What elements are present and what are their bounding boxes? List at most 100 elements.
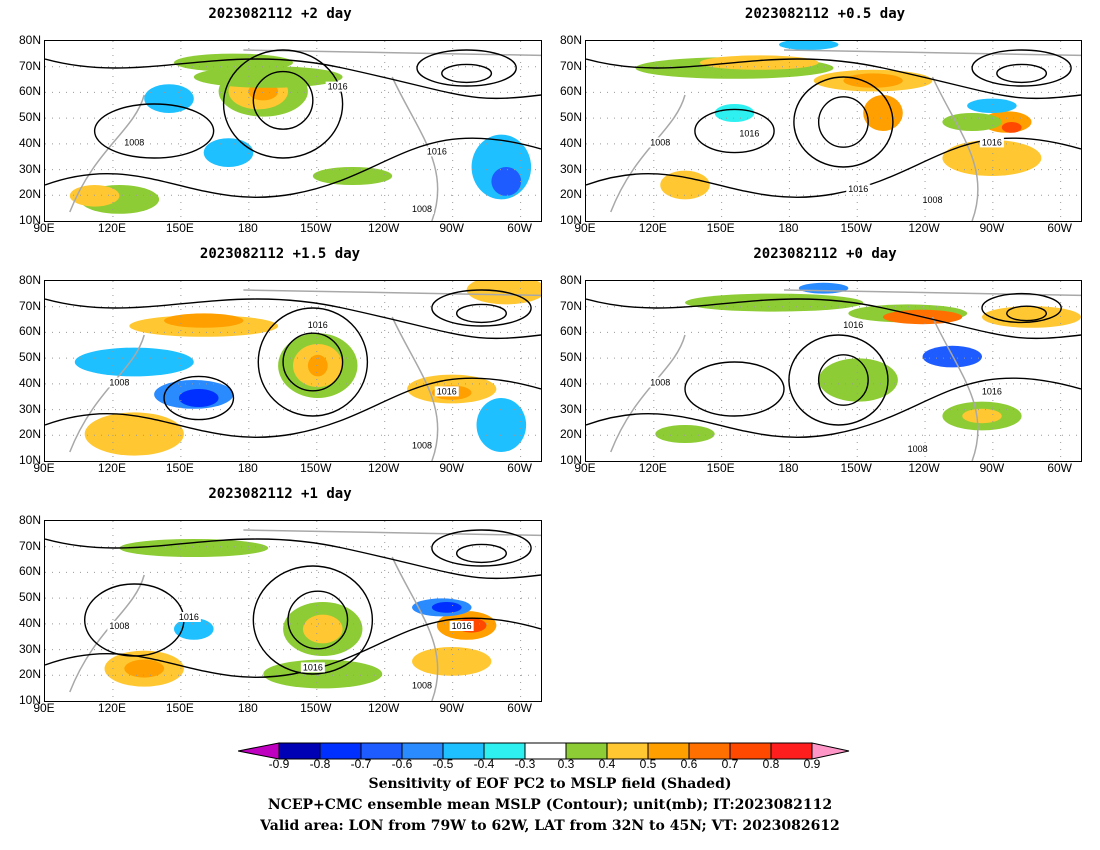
caption-line-2: NCEP+CMC ensemble mean MSLP (Contour); u… [267, 797, 833, 813]
contour-label: 1016 [427, 146, 447, 156]
latitude-label: 80N [18, 513, 41, 527]
longitude-label: 60W [507, 701, 532, 715]
mslp-contour [416, 49, 517, 87]
mslp-contour [996, 63, 1048, 84]
contour-label-bg [107, 621, 132, 631]
longitude-label: 150E [706, 221, 735, 235]
map-canvas: 1008 1016 1016 1008 [45, 41, 541, 221]
latitude-label: 40N [18, 135, 41, 150]
sensitivity-shading [74, 347, 194, 377]
panel-plus-1-5-day: 2023082112 +1.5 day [0, 240, 545, 485]
contour-label: 1008 [412, 440, 432, 450]
mslp-contour [163, 375, 235, 421]
contour-label-bg [434, 386, 459, 397]
contour-label: 1016 [328, 82, 348, 92]
longitude-label: 90E [33, 701, 55, 715]
sensitivity-shading [466, 281, 541, 305]
sensitivity-shading [1001, 122, 1022, 133]
mslp-contour [45, 538, 541, 580]
sensitivity-shading [491, 167, 522, 196]
map-plot-p2: 1008 1016 1016 1008 [44, 40, 542, 222]
longitude-label: 150E [165, 221, 194, 235]
latitude-label: 10N [559, 453, 582, 467]
colorbar-arrow-right [811, 742, 850, 760]
latitude-label: 10N [18, 213, 41, 227]
mslp-contour [684, 361, 785, 417]
longitude-label: 60W [507, 461, 532, 475]
latitude-label: 30N [18, 161, 41, 176]
sensitivity-shading [119, 539, 269, 557]
sensitivity-shading [818, 358, 898, 402]
latitude-label: 50N [18, 590, 41, 605]
mslp-contour [45, 377, 541, 438]
contour-label: 1016 [739, 128, 759, 138]
colorbar-tick-label: -0.8 [309, 757, 331, 771]
colorbar-tick-label: -0.7 [350, 757, 372, 771]
contour-label: 1016 [982, 386, 1002, 396]
sensitivity-shading [193, 66, 343, 88]
sensitivity-shading [655, 425, 715, 443]
latitude-label: 60N [559, 324, 582, 339]
contour-label: 1016 [843, 320, 863, 330]
mslp-contour [793, 76, 894, 168]
panel-plus-0-5-day: 2023082112 +0.5 day [545, 0, 1090, 245]
mslp-contour [1006, 305, 1048, 322]
latitude-label: 10N [559, 213, 582, 227]
latitude-label: 30N [18, 641, 41, 656]
contour-label-bg [305, 319, 330, 330]
longitude-label: 120E [97, 221, 126, 235]
latitude-label: 80N [559, 33, 582, 47]
panel-title: 2023082112 +1.5 day [199, 246, 361, 262]
contour-label: 1008 [908, 444, 928, 454]
sensitivity-shading [942, 113, 1002, 131]
latitude-label: 60N [559, 84, 582, 99]
mslp-contour [586, 298, 1081, 340]
longitude-label: 180 [237, 221, 258, 235]
longitude-label: 120W [368, 701, 400, 715]
longitude-label: 180 [237, 461, 258, 475]
sensitivity-shading [173, 53, 293, 72]
latitude-label: 80N [18, 33, 41, 47]
mslp-contour [93, 103, 215, 159]
longitude-label: 150W [840, 221, 872, 235]
latitude-label: 60N [18, 564, 41, 579]
mslp-contour [45, 137, 541, 198]
sensitivity-shading [178, 389, 219, 407]
mslp-contour [441, 63, 493, 84]
latitude-label: 20N [559, 187, 582, 202]
latitude-label: 30N [18, 401, 41, 416]
longitude-label: 150W [840, 461, 872, 475]
contour-label-bg [905, 444, 930, 454]
colorbar-tick-label: -0.5 [432, 757, 454, 771]
map-plot-p05: 1008 1016 1016 1008 1016 [585, 40, 1082, 222]
latitude-label: 60N [18, 84, 41, 99]
longitude-label: 150E [706, 461, 735, 475]
contour-label-bg [409, 440, 434, 451]
colorbar-tick-label: 0.6 [680, 757, 698, 771]
colorbar-tick-label: -0.4 [473, 757, 495, 771]
sensitivity-shading [476, 398, 527, 452]
latitude-label: 70N [559, 58, 582, 73]
sensitivity-shading [431, 602, 462, 613]
colorbar-tick-label: -0.6 [391, 757, 413, 771]
sensitivity-shading [660, 170, 710, 200]
latitude-label: 80N [18, 273, 41, 287]
latitude-label: 20N [559, 427, 582, 442]
mslp-contour [788, 334, 889, 426]
colorbar-tick-label: 0.9 [803, 757, 821, 771]
colorbar-tick-label: 0.8 [762, 757, 780, 771]
latitude-label: 80N [559, 273, 582, 287]
sensitivity-shading [307, 354, 328, 377]
colorbar-tick-label: -0.9 [268, 757, 290, 771]
contour-label: 1008 [124, 137, 144, 147]
mslp-contour [431, 529, 532, 567]
panel-title: 2023082112 +0.5 day [744, 6, 906, 22]
map-canvas: 1008 1016 1016 1008 [45, 281, 541, 461]
mslp-contour [222, 49, 344, 159]
contour-label: 1016 [179, 612, 199, 622]
contour-label: 1016 [308, 320, 328, 330]
map-plot-p0: 1008 1016 1016 1008 [585, 280, 1082, 462]
contour-label: 1016 [848, 184, 868, 194]
contour-label-bg [920, 195, 945, 205]
contour-label-bg [325, 81, 350, 92]
